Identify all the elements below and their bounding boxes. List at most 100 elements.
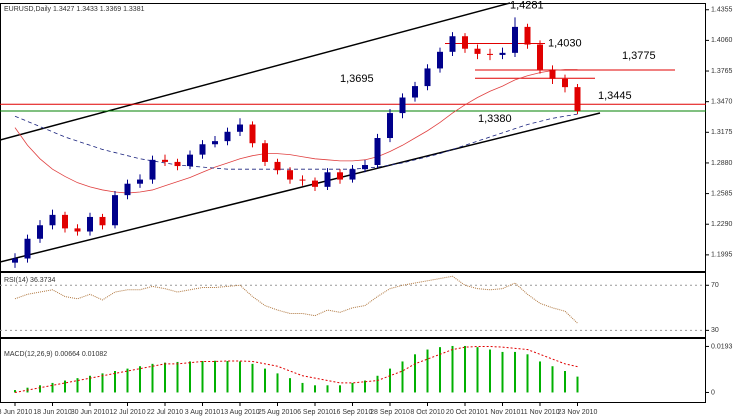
macd-bar — [51, 382, 54, 393]
macd-bar — [551, 366, 554, 393]
macd-bar — [439, 347, 441, 393]
x-tick-label: 30 Jun 2010 — [71, 409, 110, 416]
annotation: 1,4030 — [548, 37, 582, 49]
macd-signal — [14, 345, 578, 393]
candle-body — [237, 124, 243, 132]
candle-body — [537, 44, 543, 70]
candle-body — [99, 216, 106, 226]
macd-bar — [426, 349, 429, 393]
y-tick-label: 1.2290 — [711, 221, 733, 228]
y-tick-label: 30 — [711, 327, 719, 334]
macd-bar — [401, 361, 404, 393]
macd-bar — [151, 363, 154, 393]
x-tick-label: 28 Sep 2010 — [370, 409, 410, 416]
macd-bar — [351, 382, 354, 393]
macd-bar — [139, 366, 141, 393]
macd-bar — [176, 361, 179, 393]
macd-bar — [576, 376, 579, 393]
x-tick-label: 22 Jul 2010 — [147, 409, 183, 416]
candle-body — [549, 69, 556, 79]
annotation: 1,3380 — [478, 113, 512, 125]
y-tick-label: 1.4355 — [711, 7, 733, 14]
macd-bar — [239, 361, 241, 393]
macd-bar — [414, 354, 416, 393]
macd-bar — [126, 368, 129, 393]
candle-body — [562, 78, 568, 88]
macd-bar — [464, 345, 466, 393]
candle-body — [299, 179, 306, 181]
macd-bar — [339, 385, 341, 393]
macd-bar — [514, 351, 516, 393]
candle-body — [74, 228, 81, 232]
macd-bar — [189, 361, 191, 393]
channel-line — [0, 2, 511, 141]
macd-bar — [539, 361, 541, 393]
candle-body — [274, 161, 281, 171]
rsi-title: RSI(14) 36.3734 — [4, 277, 55, 284]
candle-body — [212, 141, 218, 145]
candle-body — [462, 36, 468, 49]
macd-bar — [276, 373, 279, 393]
candle-body — [512, 26, 518, 53]
candle-body — [149, 159, 156, 180]
macd-bar — [489, 349, 491, 393]
candle-body — [249, 124, 256, 144]
candle-body — [137, 179, 143, 184]
candle-body — [349, 169, 356, 180]
macd-bar — [314, 385, 316, 393]
candle-body — [87, 216, 93, 232]
candle-body — [62, 214, 68, 229]
y-tick-label: 1.3765 — [711, 68, 733, 75]
macd-bar — [114, 371, 116, 393]
candle-body — [574, 87, 581, 111]
macd-bar — [526, 354, 529, 393]
macd-bar — [326, 385, 329, 393]
macd-bar — [289, 378, 291, 393]
macd-bar — [201, 360, 204, 393]
macd-bar — [214, 360, 216, 393]
candle-body — [162, 159, 168, 162]
candle-body — [387, 113, 393, 139]
y-tick-label: 1.4060 — [711, 37, 733, 44]
candle-body — [362, 165, 368, 170]
candle-body — [474, 48, 481, 54]
candle-body — [499, 52, 506, 55]
macd-bar — [476, 347, 479, 393]
annotation: 1,3445 — [598, 90, 632, 102]
macd-bar — [39, 385, 41, 393]
macd-bar — [64, 380, 66, 393]
candle-body — [37, 225, 43, 239]
candle-body — [324, 172, 331, 187]
rsi-line — [14, 275, 578, 324]
macd-title: MACD(12,26,9) 0.00664 0.01082 — [4, 351, 107, 358]
x-tick-label: 20 Oct 2010 — [446, 409, 484, 416]
y-tick-label: 1.2585 — [711, 190, 733, 197]
macd-bar — [389, 368, 391, 393]
channel-line — [0, 112, 601, 263]
candle-body — [24, 238, 31, 259]
candle-body — [49, 214, 56, 226]
macd-bar — [101, 373, 104, 393]
candle-body — [374, 138, 381, 166]
candle-body — [487, 53, 493, 55]
candle-body — [412, 86, 418, 98]
y-tick-label: 0.0193 — [711, 343, 733, 350]
macd-bar — [164, 362, 166, 393]
x-tick-label: 25 Aug 2010 — [258, 409, 297, 416]
macd-bar — [376, 375, 379, 393]
y-tick-label: 70 — [711, 282, 719, 289]
candle-body — [124, 183, 131, 196]
x-tick-label: 6 Sep 2010 — [297, 409, 333, 416]
candle-body — [449, 36, 456, 52]
y-tick-label: 1.3470 — [711, 99, 733, 106]
candle-body — [312, 180, 318, 187]
x-tick-label: 18 Jun 2010 — [33, 409, 72, 416]
macd-bar — [226, 360, 229, 393]
moving-average — [14, 113, 578, 170]
x-tick-label: 16 Sep 2010 — [333, 409, 373, 416]
x-tick-label: 23 Nov 2010 — [558, 409, 598, 416]
macd-bar — [301, 382, 304, 393]
candle-body — [524, 26, 531, 45]
macd-bar — [264, 368, 266, 393]
